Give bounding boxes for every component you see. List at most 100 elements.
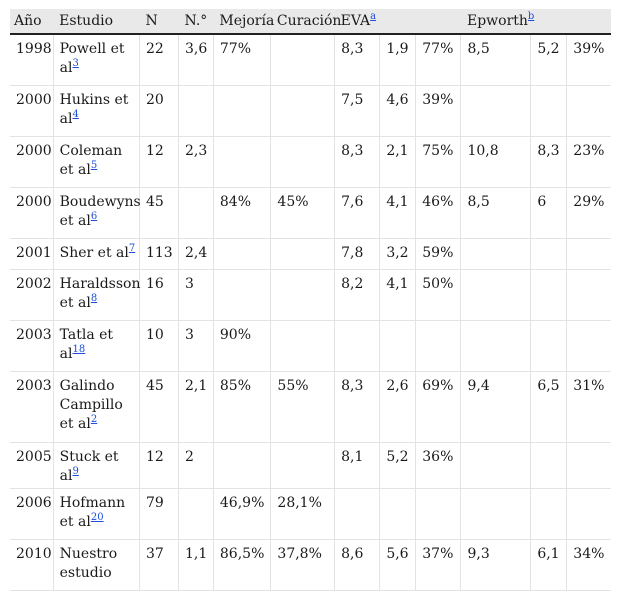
col-header-eva-3 (415, 9, 461, 35)
reference-link[interactable]: 3 (72, 58, 79, 69)
table-cell (212, 442, 271, 488)
table-cell: 7,5 (334, 85, 380, 136)
table-cell: 69% (415, 371, 461, 442)
study-name: Nuestro estudio (59, 545, 118, 581)
table-cell: 37 (138, 539, 179, 590)
table-cell (530, 320, 567, 371)
table-cell: Powell et al3 (52, 34, 140, 85)
table-cell: 8,3 (530, 136, 567, 187)
table-cell: 2002 (16, 275, 52, 292)
footnote-link-b[interactable]: b (527, 11, 535, 22)
table-cell (566, 269, 611, 320)
col-header-eva-2 (379, 9, 416, 35)
table-cell (270, 85, 335, 136)
col-header-eva: EVAa (334, 9, 380, 35)
table-cell: Hukins et al4 (52, 85, 140, 136)
study-name: Powell et al (59, 41, 125, 76)
table-cell: 77% (212, 34, 271, 85)
reference-link[interactable]: 20 (90, 511, 104, 523)
table-cell (415, 488, 461, 539)
table-cell: 3,2 (379, 238, 416, 269)
table-cell (530, 238, 567, 269)
table-cell (460, 320, 531, 371)
table-cell: 10,8 (460, 136, 531, 187)
table-cell: 9,3 (460, 539, 531, 590)
table-cell (212, 269, 271, 320)
study-name: Hukins et al (59, 91, 129, 127)
table-cell: 2006 (16, 494, 52, 511)
footnote-link-a[interactable]: a (370, 11, 377, 22)
reference-link[interactable]: 4 (72, 108, 79, 120)
table-cell: 8,2 (334, 269, 380, 320)
table-cell: 7,6 (334, 187, 380, 238)
table-cell (334, 320, 380, 371)
table-cell (177, 488, 214, 539)
reference-link[interactable]: 8 (90, 292, 98, 304)
table-cell: 36% (415, 442, 461, 488)
reference-link[interactable]: 2 (90, 413, 98, 425)
col-header-curacion: Curación (270, 9, 341, 35)
table-cell: 39% (566, 34, 611, 85)
study-name: Stuck et al (59, 448, 119, 484)
study-name: Boudewyns et al (59, 193, 141, 229)
study-name: Coleman et al (59, 142, 123, 178)
reference-link[interactable]: 6 (90, 210, 98, 222)
table-cell: 20 (138, 85, 179, 136)
table-cell: 29% (566, 187, 611, 238)
table-cell: 8,5 (460, 187, 531, 238)
table-cell (177, 187, 214, 238)
study-name: Haraldsson et al (59, 275, 141, 311)
table-cell: 12 (138, 136, 179, 187)
col-header-epworth: Epworthb (460, 9, 535, 35)
table-cell (177, 85, 214, 136)
table-cell: 9,4 (460, 371, 531, 442)
table-cell (566, 488, 611, 539)
table-row: 2002 Haraldsson et al8 16 3 8,2 4,1 50% (10, 269, 611, 320)
results-table: Año Estudio N N.° Mejoría Curación EVAa … (10, 9, 611, 591)
table-cell: 8,3 (334, 136, 380, 187)
table-cell (530, 85, 567, 136)
study-name: Galindo Campillo et al (59, 377, 123, 432)
table-cell (270, 442, 335, 488)
table-cell (270, 238, 335, 269)
col-header-ano: Año (10, 9, 54, 35)
table-cell (566, 320, 611, 371)
table-cell: 31% (566, 371, 611, 442)
table-cell: 16 (138, 269, 179, 320)
table-cell: 6,5 (530, 371, 567, 442)
table-cell (530, 442, 567, 488)
table-cell (460, 442, 531, 488)
table-cell: 2010 (16, 545, 52, 562)
table-cell (212, 85, 271, 136)
table-body: 1998 Powell et al3 22 3,6 77% 8,3 1,9 77% 8,5 5,2… (10, 34, 611, 590)
col-header-n: N (139, 9, 179, 35)
table-cell: 28,1% (270, 488, 335, 539)
table-row: 2003 Tatla et al18 10 3 90% (10, 320, 611, 371)
table-cell: 86,5% (212, 539, 271, 590)
table-cell: 39% (415, 85, 461, 136)
reference-link[interactable]: 7 (128, 242, 136, 254)
col-header-epworth-3 (566, 9, 611, 35)
table-cell: 59% (415, 238, 461, 269)
table-cell: Sher et al7 (52, 238, 140, 269)
reference-link[interactable]: 9 (72, 465, 79, 477)
table-cell: Nuestro estudio (52, 539, 140, 590)
reference-link[interactable]: 5 (90, 159, 98, 171)
table-cell: 8,5 (460, 34, 531, 85)
table-cell: 37,8% (270, 539, 335, 590)
table-cell (379, 488, 416, 539)
table-cell: 50% (415, 269, 461, 320)
table-cell (566, 85, 611, 136)
table-cell: 6 (530, 187, 567, 238)
table-row: 2000 Boudewyns et al6 45 84% 45% 7,6 4,1 46% 8,5… (10, 187, 611, 238)
table-cell: 2 (177, 442, 214, 488)
table-cell: 45 (138, 187, 179, 238)
table-cell: 10 (138, 320, 179, 371)
study-name: Hofmann et al (59, 494, 126, 530)
col-header-mejoria: Mejoría (213, 9, 274, 35)
table-cell: 5,6 (379, 539, 416, 590)
reference-link[interactable]: 18 (72, 343, 86, 355)
table-cell: 2001 (16, 244, 52, 261)
table-cell: 2003 (16, 326, 52, 343)
table-cell: 8,3 (334, 34, 380, 85)
